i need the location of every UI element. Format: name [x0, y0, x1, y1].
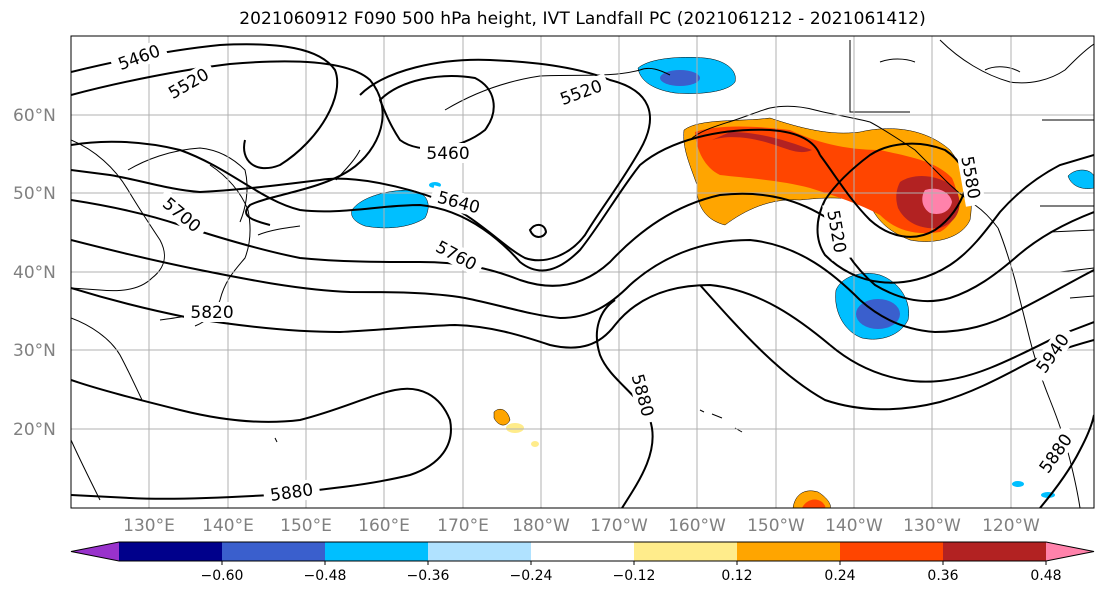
lon-label: 170°W	[590, 516, 648, 536]
lon-label: 120°W	[982, 516, 1040, 536]
colorbar-swatch	[840, 542, 944, 561]
colorbar-tick-label: 0.12	[721, 568, 752, 584]
colorbar-outline	[70, 541, 1095, 562]
lon-label: 150°E	[280, 516, 332, 536]
graticule	[71, 36, 1094, 508]
colorbar-tick-label: 0.48	[1030, 568, 1061, 584]
colorbar-swatch	[943, 542, 1047, 561]
lat-label-50n: 50°N	[13, 184, 56, 204]
colorbar-swatch	[531, 542, 635, 561]
colorbar-swatch	[325, 542, 429, 561]
lat-label-20n: 20°N	[13, 420, 56, 440]
colorbar-extend-low	[71, 542, 119, 561]
map-title: 2021060912 F090 500 hPa height, IVT Land…	[239, 9, 926, 29]
colorbar-tick-label: −0.24	[510, 568, 553, 584]
lon-label: 180°W	[512, 516, 570, 536]
lat-label-40n: 40°N	[13, 263, 56, 283]
colorbar: −0.60 −0.48 −0.36 −0.24 −0.12 0.12 0.24 0.36 0.4…	[70, 541, 1095, 584]
lon-label: 130°W	[903, 516, 961, 536]
colorbar-tick-label: −0.12	[613, 568, 656, 584]
colorbar-swatch	[737, 542, 841, 561]
contour-label: 5460	[420, 143, 476, 164]
lat-label-30n: 30°N	[13, 341, 56, 361]
map-frame	[70, 35, 1095, 509]
latitude-labels: 60°N 50°N 40°N 30°N 20°N	[13, 106, 56, 440]
lon-label: 170°E	[437, 516, 489, 536]
map-area: 5460 5520 5520 5460 5640 5760 5700 5820 …	[71, 36, 1094, 508]
colorbar-swatch	[222, 542, 326, 561]
longitude-labels: 130°E 140°E 150°E 160°E 170°E 180°W 170°…	[123, 516, 1040, 536]
ivt-positive-shading	[493, 117, 972, 508]
svg-text:5460: 5460	[426, 144, 469, 164]
contour-label: 5820	[184, 302, 240, 323]
colorbar-tick-label: −0.48	[304, 568, 347, 584]
colorbar-swatch	[634, 542, 738, 561]
lon-label: 160°E	[358, 516, 410, 536]
colorbar-tick-label: −0.60	[201, 568, 244, 584]
colorbar-swatch	[119, 542, 223, 561]
lat-label-60n: 60°N	[13, 106, 56, 126]
colorbar-tick-label: 0.36	[927, 568, 958, 584]
lon-label: 140°E	[202, 516, 254, 536]
lon-label: 140°W	[825, 516, 883, 536]
colorbar-tick-label: 0.24	[824, 568, 855, 584]
colorbar-tick-label: −0.36	[407, 568, 450, 584]
lon-label: 130°E	[123, 516, 175, 536]
lon-label: 160°W	[668, 516, 726, 536]
lon-label: 150°W	[747, 516, 805, 536]
colorbar-extend-high	[1046, 542, 1094, 561]
svg-text:5820: 5820	[190, 303, 233, 323]
colorbar-swatch	[428, 542, 532, 561]
